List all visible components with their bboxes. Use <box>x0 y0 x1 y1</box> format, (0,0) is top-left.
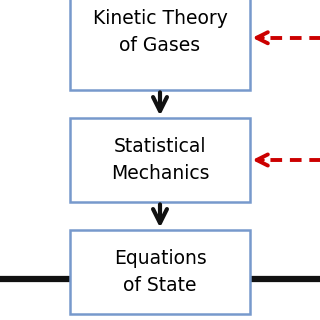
Text: Statistical
Mechanics: Statistical Mechanics <box>111 137 209 183</box>
Bar <box>70 0 250 90</box>
Bar <box>70 230 250 314</box>
Bar <box>70 118 250 202</box>
Text: Kinetic Theory
of Gases: Kinetic Theory of Gases <box>92 9 228 55</box>
Text: Equations
of State: Equations of State <box>114 249 206 295</box>
